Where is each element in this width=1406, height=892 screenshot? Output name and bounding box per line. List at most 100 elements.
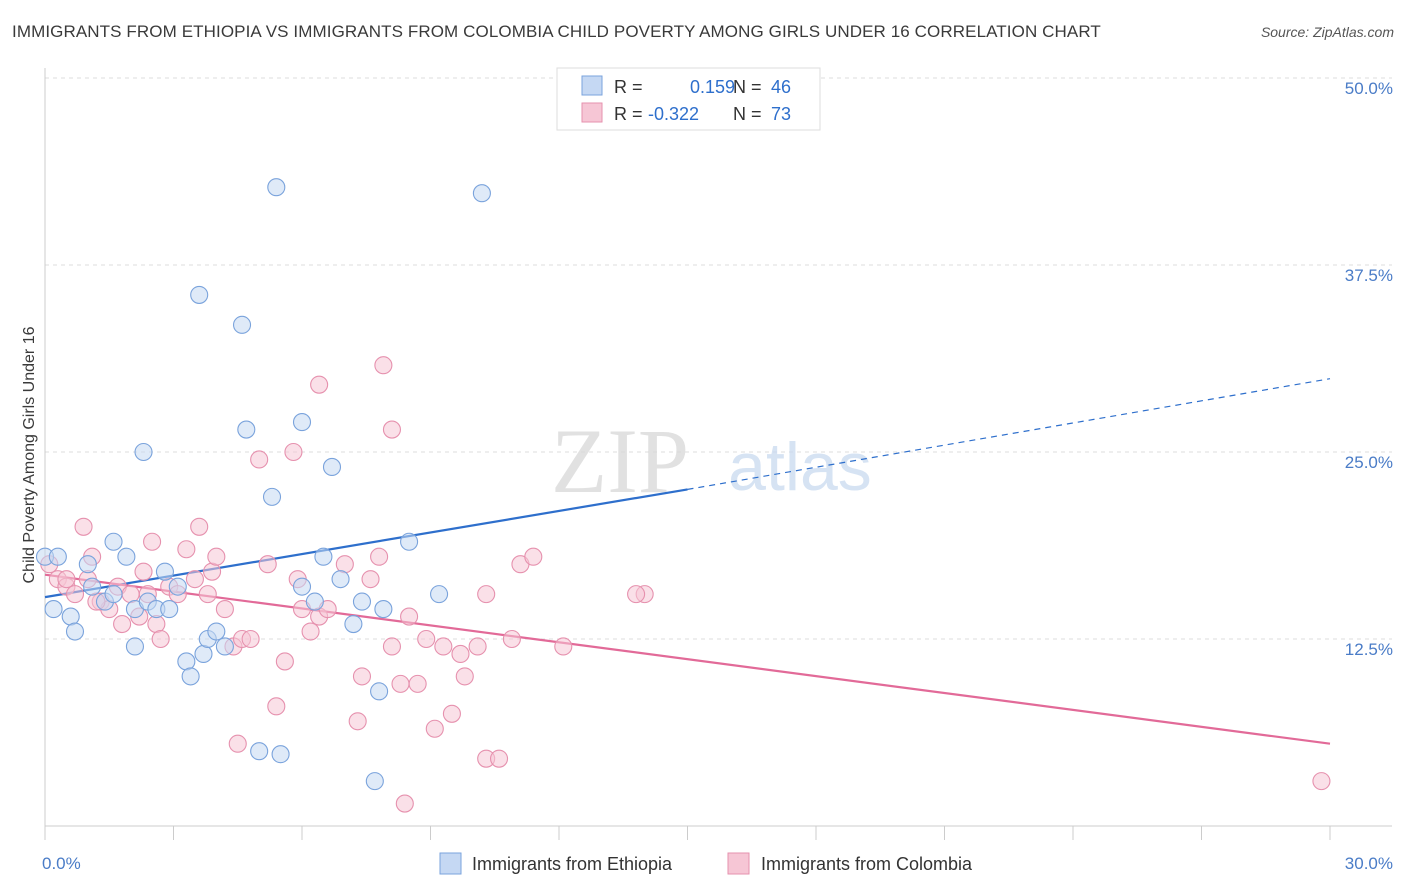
point-colombia	[374, 356, 393, 375]
point-colombia	[400, 607, 419, 626]
watermark: ZIP atlas	[551, 410, 872, 512]
point-colombia	[250, 450, 269, 469]
point-colombia	[121, 585, 140, 604]
legend-n-value-colombia: 73	[771, 104, 791, 124]
point-ethiopia	[168, 577, 187, 596]
point-ethiopia	[104, 585, 123, 604]
source-label: Source: ZipAtlas.com	[1260, 24, 1394, 40]
point-ethiopia	[400, 532, 419, 551]
legend-r-label-colombia: R =	[614, 104, 643, 124]
point-colombia	[335, 555, 354, 574]
legend-n-label-ethiopia: N =	[733, 77, 762, 97]
point-ethiopia	[215, 637, 234, 656]
x-tick-label: 30.0%	[1345, 854, 1393, 873]
point-ethiopia	[117, 547, 136, 566]
trend-line-ethiopia	[44, 488, 688, 599]
watermark-atlas: atlas	[728, 429, 872, 505]
point-ethiopia	[352, 592, 372, 611]
point-colombia	[215, 600, 234, 619]
point-colombia	[395, 794, 414, 813]
y-tick-label: 37.5%	[1345, 266, 1393, 285]
axes-layer: 12.5% 25.0% 37.5% 50.0% 0.0% 30.0%	[42, 68, 1393, 873]
chart-title: IMMIGRANTS FROM ETHIOPIA VS IMMIGRANTS F…	[12, 22, 1101, 41]
point-colombia	[267, 697, 286, 716]
watermark-zip: ZIP	[551, 410, 689, 512]
point-ethiopia	[430, 585, 449, 604]
bottom-legend-swatch-ethiopia	[439, 852, 462, 875]
point-ethiopia	[271, 745, 290, 764]
point-ethiopia	[48, 547, 67, 566]
point-colombia	[241, 629, 260, 649]
point-colombia	[361, 570, 380, 589]
point-ethiopia	[190, 285, 209, 304]
point-ethiopia	[177, 652, 196, 671]
point-colombia	[190, 517, 209, 536]
point-colombia	[310, 375, 329, 394]
point-colombia	[352, 667, 372, 686]
point-colombia	[65, 585, 85, 604]
legend-swatch-colombia	[581, 102, 603, 123]
point-colombia	[228, 734, 247, 753]
point-ethiopia	[125, 637, 144, 656]
point-colombia	[57, 570, 76, 589]
y-tick-label: 50.0%	[1345, 79, 1393, 98]
point-ethiopia	[207, 622, 226, 641]
point-ethiopia	[134, 442, 153, 462]
legend-r-value-colombia: -0.322	[648, 104, 699, 124]
legend-r-value-ethiopia: 0.159	[690, 77, 735, 97]
point-colombia	[207, 547, 226, 566]
point-colombia	[284, 442, 303, 462]
point-colombia	[113, 614, 132, 634]
point-ethiopia	[65, 622, 85, 641]
point-ethiopia	[194, 644, 213, 664]
point-colombia	[468, 637, 487, 656]
point-colombia	[434, 637, 453, 656]
point-colombia	[502, 629, 521, 649]
x-tick-label: 0.0%	[42, 854, 81, 873]
point-colombia	[198, 585, 217, 604]
trend-line-ethiopia-extension	[687, 378, 1331, 490]
point-ethiopia	[262, 487, 282, 506]
point-colombia	[425, 719, 444, 738]
point-colombia	[143, 532, 162, 551]
point-colombia	[134, 562, 153, 581]
point-colombia	[177, 540, 196, 559]
legend-box: R = 0.159 N = 46 R = -0.322 N = 73	[556, 67, 821, 131]
point-colombia	[554, 637, 573, 656]
bottom-legend-label-colombia: Immigrants from Colombia	[761, 854, 973, 874]
point-colombia	[258, 555, 277, 574]
point-ethiopia	[365, 772, 384, 791]
point-colombia	[185, 570, 204, 589]
point-ethiopia	[78, 555, 97, 574]
bottom-legend-label-ethiopia: Immigrants from Ethiopia	[472, 854, 673, 874]
point-ethiopia	[155, 562, 174, 581]
point-ethiopia	[472, 184, 491, 203]
point-colombia	[74, 517, 93, 536]
point-ethiopia	[160, 600, 179, 619]
point-colombia	[275, 652, 294, 671]
point-colombia	[151, 629, 170, 649]
point-colombia	[370, 547, 389, 566]
trend-layer	[44, 378, 1331, 745]
point-ethiopia	[83, 577, 102, 596]
bottom-legend: Immigrants from Ethiopia Immigrants from…	[439, 852, 973, 875]
legend-n-value-ethiopia: 46	[771, 77, 791, 97]
point-ethiopia	[322, 457, 342, 477]
point-colombia	[489, 749, 509, 768]
point-colombia	[382, 637, 402, 656]
legend-swatch-ethiopia	[581, 75, 603, 96]
point-colombia	[442, 704, 461, 723]
y-tick-label: 12.5%	[1345, 640, 1393, 659]
point-ethiopia	[61, 607, 80, 626]
y-tick-label: 25.0%	[1345, 453, 1393, 472]
trend-line-colombia	[44, 573, 1331, 745]
point-ethiopia	[267, 178, 286, 197]
point-ethiopia	[331, 570, 350, 589]
point-colombia	[451, 644, 470, 664]
legend-n-label-colombia: N =	[733, 104, 762, 124]
point-ethiopia	[305, 592, 324, 611]
point-colombia	[348, 712, 367, 731]
point-colombia	[203, 562, 222, 581]
point-colombia	[455, 667, 474, 686]
